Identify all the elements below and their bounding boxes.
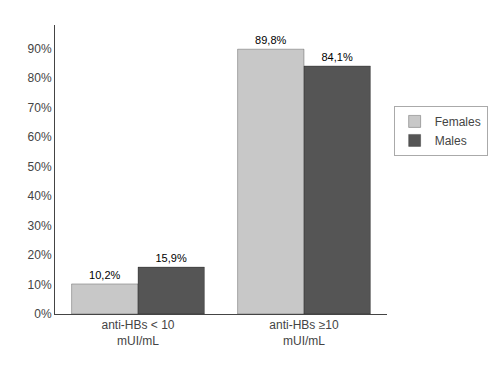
svg-text:90%: 90% <box>28 42 52 56</box>
svg-text:15,9%: 15,9% <box>155 252 186 264</box>
svg-text:Males: Males <box>435 134 467 148</box>
svg-text:anti-HBs ≥10mUI/mL: anti-HBs ≥10mUI/mL <box>269 318 339 348</box>
svg-text:10,2%: 10,2% <box>89 269 120 281</box>
svg-text:50%: 50% <box>28 160 52 174</box>
svg-text:70%: 70% <box>28 101 52 115</box>
svg-text:40%: 40% <box>28 189 52 203</box>
svg-text:0%: 0% <box>34 307 52 321</box>
svg-text:84,1%: 84,1% <box>321 51 352 63</box>
svg-text:60%: 60% <box>28 130 52 144</box>
svg-text:20%: 20% <box>28 248 52 262</box>
svg-text:anti-HBs < 10mUI/mL: anti-HBs < 10mUI/mL <box>101 318 174 348</box>
svg-text:Females: Females <box>435 115 481 129</box>
svg-text:89,8%: 89,8% <box>255 34 286 46</box>
svg-text:80%: 80% <box>28 71 52 85</box>
svg-text:10%: 10% <box>28 278 52 292</box>
svg-text:30%: 30% <box>28 219 52 233</box>
